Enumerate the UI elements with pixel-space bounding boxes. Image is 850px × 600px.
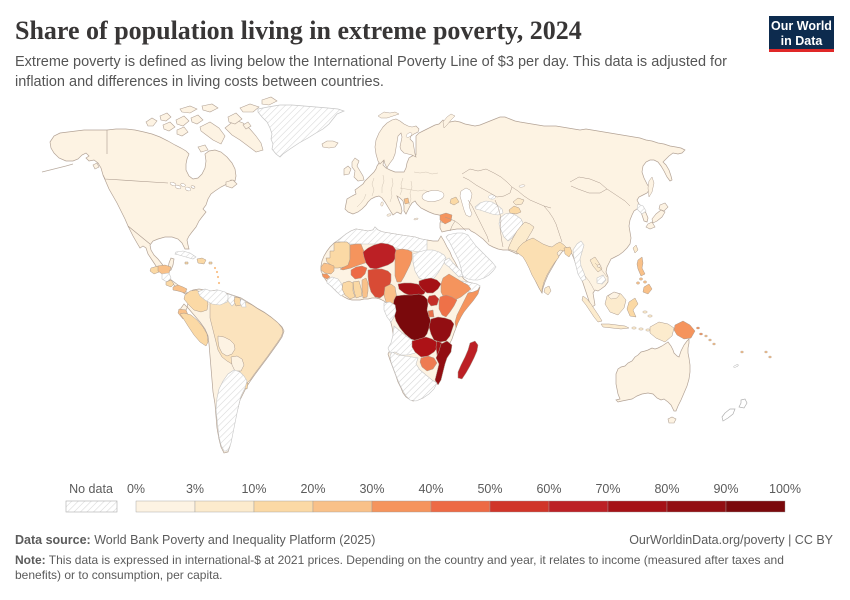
svg-text:40%: 40%	[418, 482, 443, 496]
svg-text:100%: 100%	[769, 482, 801, 496]
svg-text:No data: No data	[69, 482, 113, 496]
svg-text:10%: 10%	[241, 482, 266, 496]
svg-text:20%: 20%	[300, 482, 325, 496]
svg-text:80%: 80%	[654, 482, 679, 496]
svg-text:90%: 90%	[713, 482, 738, 496]
svg-text:70%: 70%	[595, 482, 620, 496]
svg-text:50%: 50%	[477, 482, 502, 496]
svg-text:3%: 3%	[186, 482, 204, 496]
svg-text:0%: 0%	[127, 482, 145, 496]
svg-text:60%: 60%	[536, 482, 561, 496]
svg-text:30%: 30%	[359, 482, 384, 496]
